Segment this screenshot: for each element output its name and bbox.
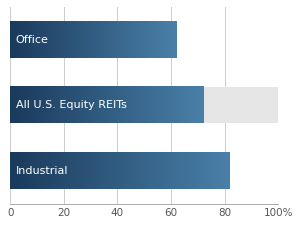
Text: Office: Office [16,35,48,45]
Text: All U.S. Equity REITs: All U.S. Equity REITs [16,100,126,110]
Bar [10,87,278,124]
Text: Industrial: Industrial [16,166,68,176]
